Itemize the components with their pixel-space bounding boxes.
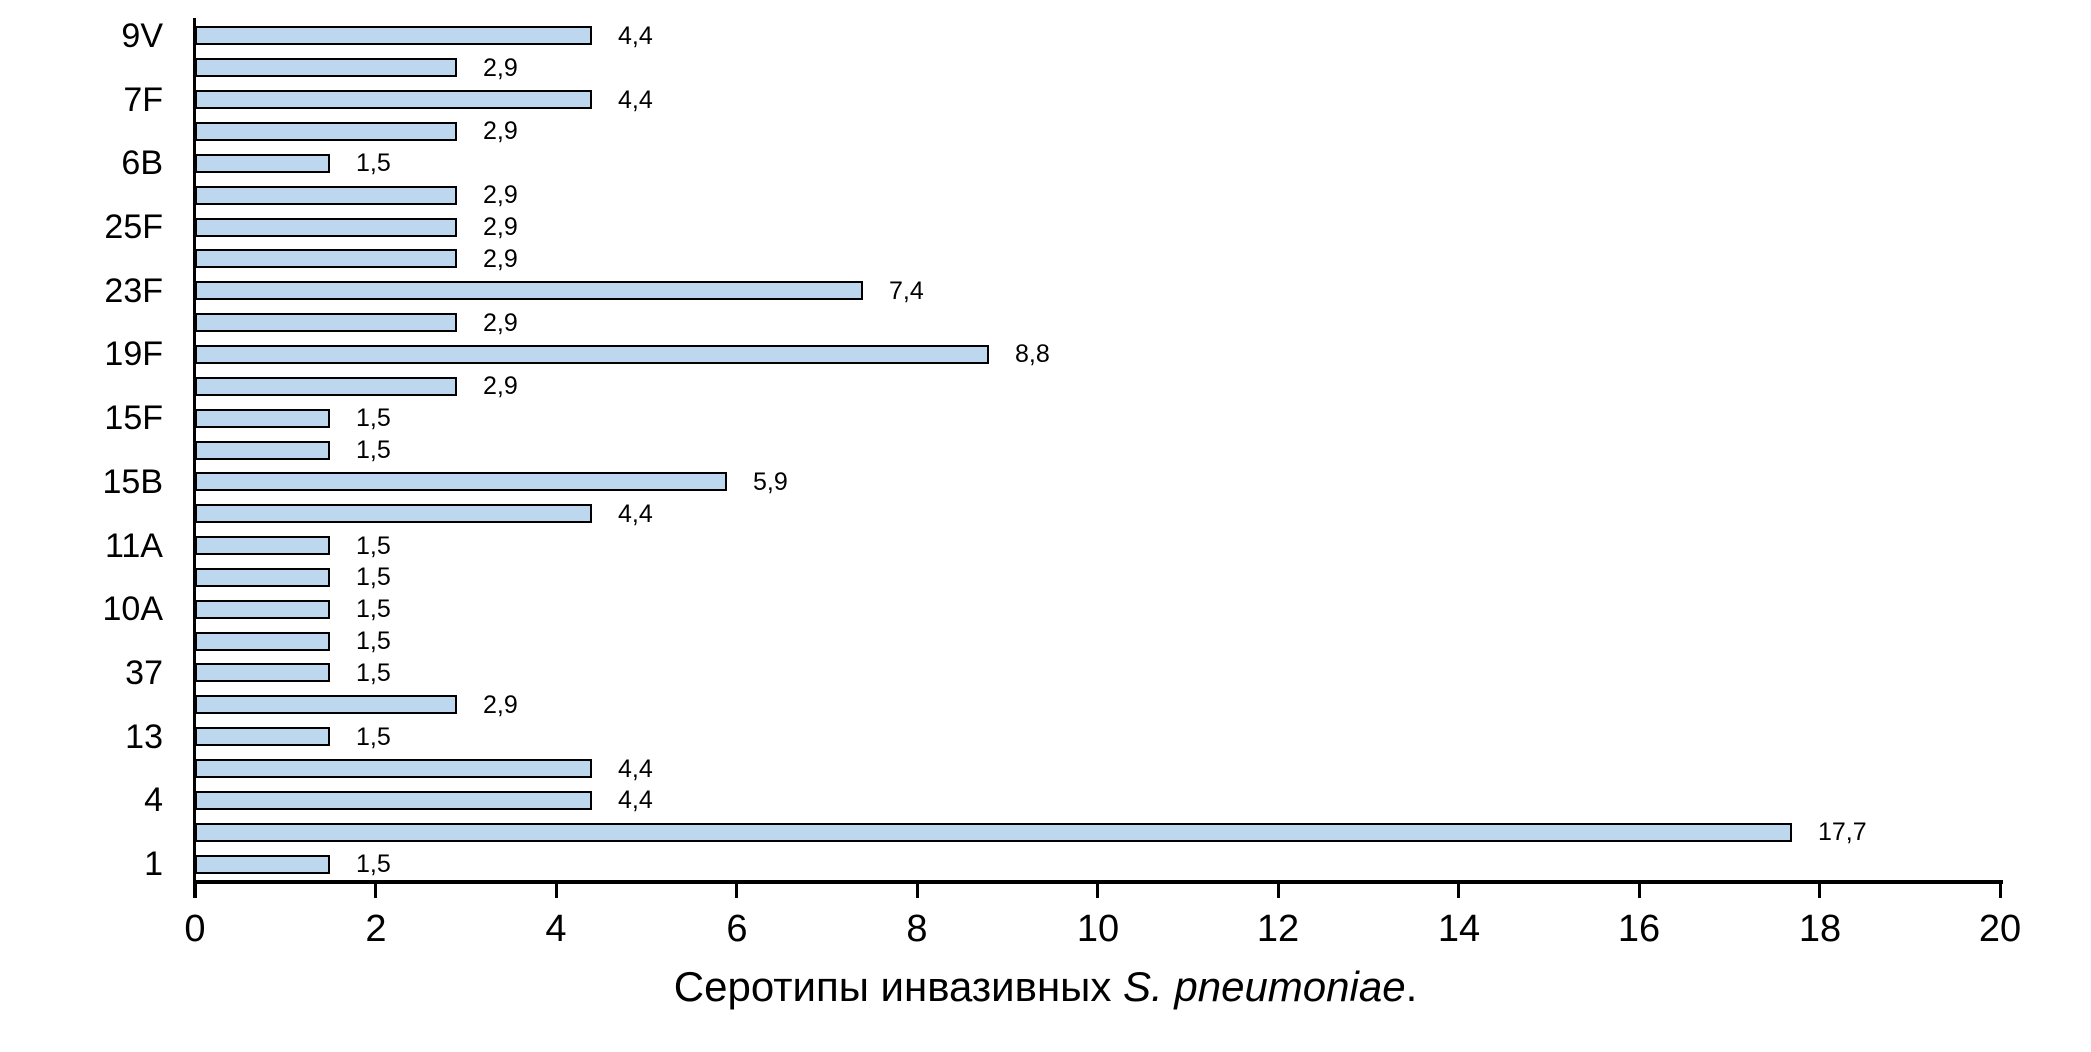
bar-value-label: 2,9 (483, 213, 518, 241)
bar (195, 823, 1792, 842)
bar (195, 441, 330, 460)
bar-value-label: 17,7 (1818, 818, 1867, 846)
category-label: 10A (102, 590, 164, 628)
bar (195, 90, 592, 109)
bar-value-label: 7,4 (889, 277, 924, 305)
category-label: 4 (144, 781, 163, 819)
axis-tick-label: 18 (1798, 908, 1842, 950)
bar (195, 218, 457, 237)
axis-tick (1277, 884, 1280, 898)
category-label: 13 (125, 718, 163, 756)
bar-value-label: 1,5 (356, 404, 391, 432)
bar-value-label: 8,8 (1015, 340, 1050, 368)
y-axis-line (193, 18, 196, 898)
category-label: 19F (104, 335, 163, 373)
bar (195, 663, 330, 682)
bar-value-label: 4,4 (618, 500, 653, 528)
axis-tick (735, 884, 738, 898)
axis-tick (1638, 884, 1641, 898)
bar-value-label: 2,9 (483, 691, 518, 719)
bar-value-label: 1,5 (356, 723, 391, 751)
axis-tick-label: 16 (1617, 908, 1661, 950)
bar (195, 632, 330, 651)
x-axis-title-italic: S. pneumoniae (1123, 963, 1406, 1010)
axis-tick-label: 20 (1978, 908, 2022, 950)
bar (195, 377, 457, 396)
category-label: 37 (125, 654, 163, 692)
category-label: 25F (104, 208, 163, 246)
bar (195, 759, 592, 778)
bar-value-label: 2,9 (483, 117, 518, 145)
axis-tick (194, 884, 197, 898)
bar-value-label: 1,5 (356, 627, 391, 655)
category-label: 15B (102, 463, 164, 501)
axis-tick-label: 10 (1076, 908, 1120, 950)
bar (195, 122, 457, 141)
bar (195, 504, 592, 523)
x-axis-title-regular: Серотипы инвазивных (673, 963, 1124, 1010)
bar-value-label: 2,9 (483, 54, 518, 82)
category-label: 23F (104, 272, 163, 310)
x-axis-line (193, 880, 2003, 884)
bar (195, 791, 592, 810)
bar-value-label: 2,9 (483, 309, 518, 337)
bar-value-label: 1,5 (356, 532, 391, 560)
bar-value-label: 4,4 (618, 22, 653, 50)
bar (195, 472, 727, 491)
bar-value-label: 1,5 (356, 563, 391, 591)
axis-tick (916, 884, 919, 898)
axis-tick (555, 884, 558, 898)
axis-tick-label: 0 (184, 908, 206, 950)
bar (195, 409, 330, 428)
category-label: 1 (144, 845, 163, 883)
axis-tick-label: 8 (906, 908, 928, 950)
axis-tick (1096, 884, 1099, 898)
bar-value-label: 4,4 (618, 755, 653, 783)
category-label: 15F (104, 399, 163, 437)
bar (195, 568, 330, 587)
axis-tick-label: 4 (545, 908, 567, 950)
bar-value-label: 2,9 (483, 372, 518, 400)
axis-tick (374, 884, 377, 898)
bar-value-label: 4,4 (618, 786, 653, 814)
bar (195, 281, 863, 300)
bar-value-label: 4,4 (618, 86, 653, 114)
bar (195, 695, 457, 714)
category-label: 9V (121, 17, 163, 55)
bar-value-label: 2,9 (483, 181, 518, 209)
bar-value-label: 1,5 (356, 595, 391, 623)
bar (195, 345, 989, 364)
axis-tick-label: 6 (726, 908, 748, 950)
bar (195, 536, 330, 555)
bar-value-label: 1,5 (356, 436, 391, 464)
axis-tick-label: 14 (1437, 908, 1481, 950)
axis-tick (1457, 884, 1460, 898)
category-label: 11A (105, 527, 163, 565)
bar (195, 58, 457, 77)
bar-value-label: 1,5 (356, 149, 391, 177)
axis-tick-label: 12 (1256, 908, 1300, 950)
bar-value-label: 1,5 (356, 850, 391, 878)
axis-tick (1999, 884, 2002, 898)
bar (195, 855, 330, 874)
axis-tick (1818, 884, 1821, 898)
bar (195, 26, 592, 45)
bar-value-label: 1,5 (356, 659, 391, 687)
bar (195, 186, 457, 205)
bar-value-label: 2,9 (483, 245, 518, 273)
bar (195, 600, 330, 619)
x-axis-title-suffix: . (1405, 963, 1418, 1010)
axis-tick-label: 2 (365, 908, 387, 950)
bar (195, 313, 457, 332)
bar-value-label: 5,9 (753, 468, 788, 496)
x-axis-title: Серотипы инвазивных S. pneumoniae. (0, 962, 2091, 1012)
bar (195, 727, 330, 746)
bar (195, 249, 457, 268)
category-label: 6B (121, 144, 163, 182)
category-label: 7F (123, 81, 163, 119)
bar (195, 154, 330, 173)
